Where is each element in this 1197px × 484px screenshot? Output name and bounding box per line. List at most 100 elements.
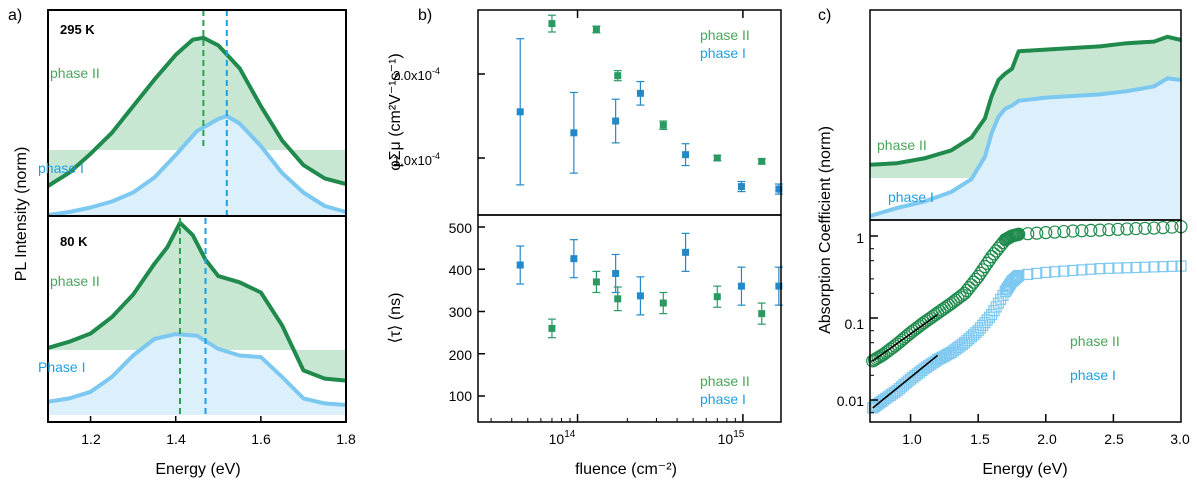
abs-phase2-marker [931, 306, 945, 320]
ytick-b-bottom-300: 300 [449, 304, 473, 320]
abs-phase2-marker [976, 263, 990, 277]
lifetime-phase1-point [516, 261, 524, 269]
abs-phase2-marker [1084, 223, 1098, 238]
abs-phase2-marker [928, 308, 942, 322]
abs-phase2-marker [879, 346, 893, 360]
panel-c-label: c) [818, 7, 831, 24]
mobility-phase2-point [614, 72, 622, 80]
abs-phase2-marker [917, 315, 931, 330]
xtick-c-2.0: 2.0 [1037, 431, 1057, 447]
xtick-a-1.2: 1.2 [81, 431, 101, 447]
ytick-b-bottom-100: 100 [449, 388, 473, 404]
panel-c-bottom-frame [869, 219, 1182, 423]
panel-a-label: a) [8, 7, 22, 24]
abs-phase2-marker [1111, 222, 1125, 236]
abs-phase2-marker [910, 321, 924, 335]
xtick-a-1.4: 1.4 [166, 431, 186, 447]
abs-phase1-marker [1049, 266, 1061, 278]
panel-b: b) φΣμ (cm²V⁻¹s⁻¹) ⟨τ⟩ (ns) fluence (cm⁻… [387, 7, 783, 478]
mobility-phase2-point [592, 25, 600, 33]
abs-phase2-marker [876, 347, 891, 361]
abs-phase2-marker [1147, 221, 1161, 235]
xtick-c-1.5: 1.5 [970, 431, 990, 447]
mobility-phase1-point [737, 183, 745, 191]
legend-b-bottom-phase2: phase II [700, 373, 750, 389]
mobility-phase1-point [775, 185, 783, 193]
abs-phase2-marker [1075, 224, 1089, 238]
abs-phase1-marker [1094, 263, 1106, 275]
abs-phase2-marker [915, 317, 929, 331]
legend-phase2-80k: phase II [50, 273, 100, 289]
abs-phase1-marker [1130, 261, 1142, 274]
abs-phase2-marker [1066, 224, 1080, 238]
abs-phase2-marker [942, 298, 956, 312]
abs-phase2-marker [921, 312, 936, 326]
lifetime-phase2-point [758, 310, 766, 318]
abs-phase2-marker [885, 340, 900, 355]
abs-phase1-marker [874, 397, 886, 409]
abs-phase2-marker [944, 296, 958, 311]
mobility-phase1-point [516, 108, 524, 116]
abs-phase2-marker [946, 295, 960, 309]
abs-phase2-marker [1093, 223, 1107, 237]
mobility-phase2-point [659, 121, 667, 129]
abs-phase2-marker [906, 324, 920, 338]
abs-phase2-marker [935, 303, 949, 317]
xtick-a-1.8: 1.8 [336, 431, 356, 447]
legend-phase1-295k: phase I [38, 160, 84, 176]
abs-phase1-marker [1022, 268, 1034, 281]
lifetime-phase2-point [659, 299, 667, 307]
ytick-b-bottom-200: 200 [449, 347, 473, 363]
abs-phase1-marker [1148, 261, 1160, 273]
legend-phase1-80k: Phase I [38, 359, 85, 375]
abs-phase2-marker [933, 304, 947, 319]
xtick-c-1.0: 1.0 [902, 431, 922, 447]
panel-b-label: b) [418, 7, 432, 24]
abs-phase1-marker [1013, 269, 1025, 282]
abs-phase1-marker [1058, 265, 1070, 277]
panel-c-xlabel: Energy (eV) [982, 461, 1067, 478]
legend-b-top-phase2: phase II [700, 27, 750, 43]
mobility-phase2-point [758, 157, 766, 165]
abs-phase2-marker [949, 293, 963, 307]
abs-phase1-marker [1076, 264, 1088, 276]
legend-c-bottom-phase2: phase II [1070, 333, 1120, 349]
pl-80k-phase1-fill [48, 334, 346, 415]
abs-phase2-marker [1156, 220, 1170, 235]
ytick-b-bottom-500: 500 [449, 220, 473, 236]
abs-phase2-marker [940, 300, 954, 314]
abs-phase2-marker [1129, 222, 1143, 236]
abs-phase2-marker [919, 314, 933, 328]
ytick-c-1: 1 [856, 230, 864, 246]
lifetime-phase1-point [636, 292, 644, 300]
abs-phase2-marker [924, 311, 938, 325]
lifetime-phase1-point [775, 282, 783, 290]
abs-top-phase1-line [869, 76, 1182, 218]
abs-phase2-marker [912, 319, 927, 333]
abs-phase2-marker [1021, 227, 1035, 241]
abs-phase2-marker [1057, 224, 1071, 239]
ytick-b-top-1e-4: 1.0x10-4 [393, 151, 440, 168]
xtick-b-1e14: 1014 [549, 429, 576, 447]
abs-phase1-marker [1010, 271, 1023, 284]
abs-phase2-marker [937, 301, 951, 315]
panel-b-ylabel-bottom: ⟨τ⟩ (ns) [387, 293, 404, 344]
lifetime-phase2-point [713, 293, 721, 301]
xtick-a-1.6: 1.6 [251, 431, 271, 447]
abs-phase1-marker [1103, 262, 1115, 274]
mobility-phase1-point [636, 89, 644, 97]
legend-b-top-phase1: phase I [700, 45, 746, 61]
fit-line-phase1 [872, 354, 939, 409]
abs-phase2-marker [883, 342, 897, 356]
xtick-b-1e15: 1015 [718, 429, 745, 447]
mobility-phase2-point [548, 20, 556, 28]
abs-phase1-marker [1085, 263, 1097, 275]
pl-80k-phase1-line [47, 332, 347, 407]
pl-80k-phase2-line [47, 220, 347, 383]
legend-c-top-phase1: phase I [888, 189, 934, 205]
abs-phase2-marker [973, 266, 988, 280]
ytick-b-bottom-400: 400 [449, 262, 473, 278]
legend-c-bottom-phase1: phase I [1070, 367, 1116, 383]
legend-c-top-phase2: phase II [877, 137, 927, 153]
